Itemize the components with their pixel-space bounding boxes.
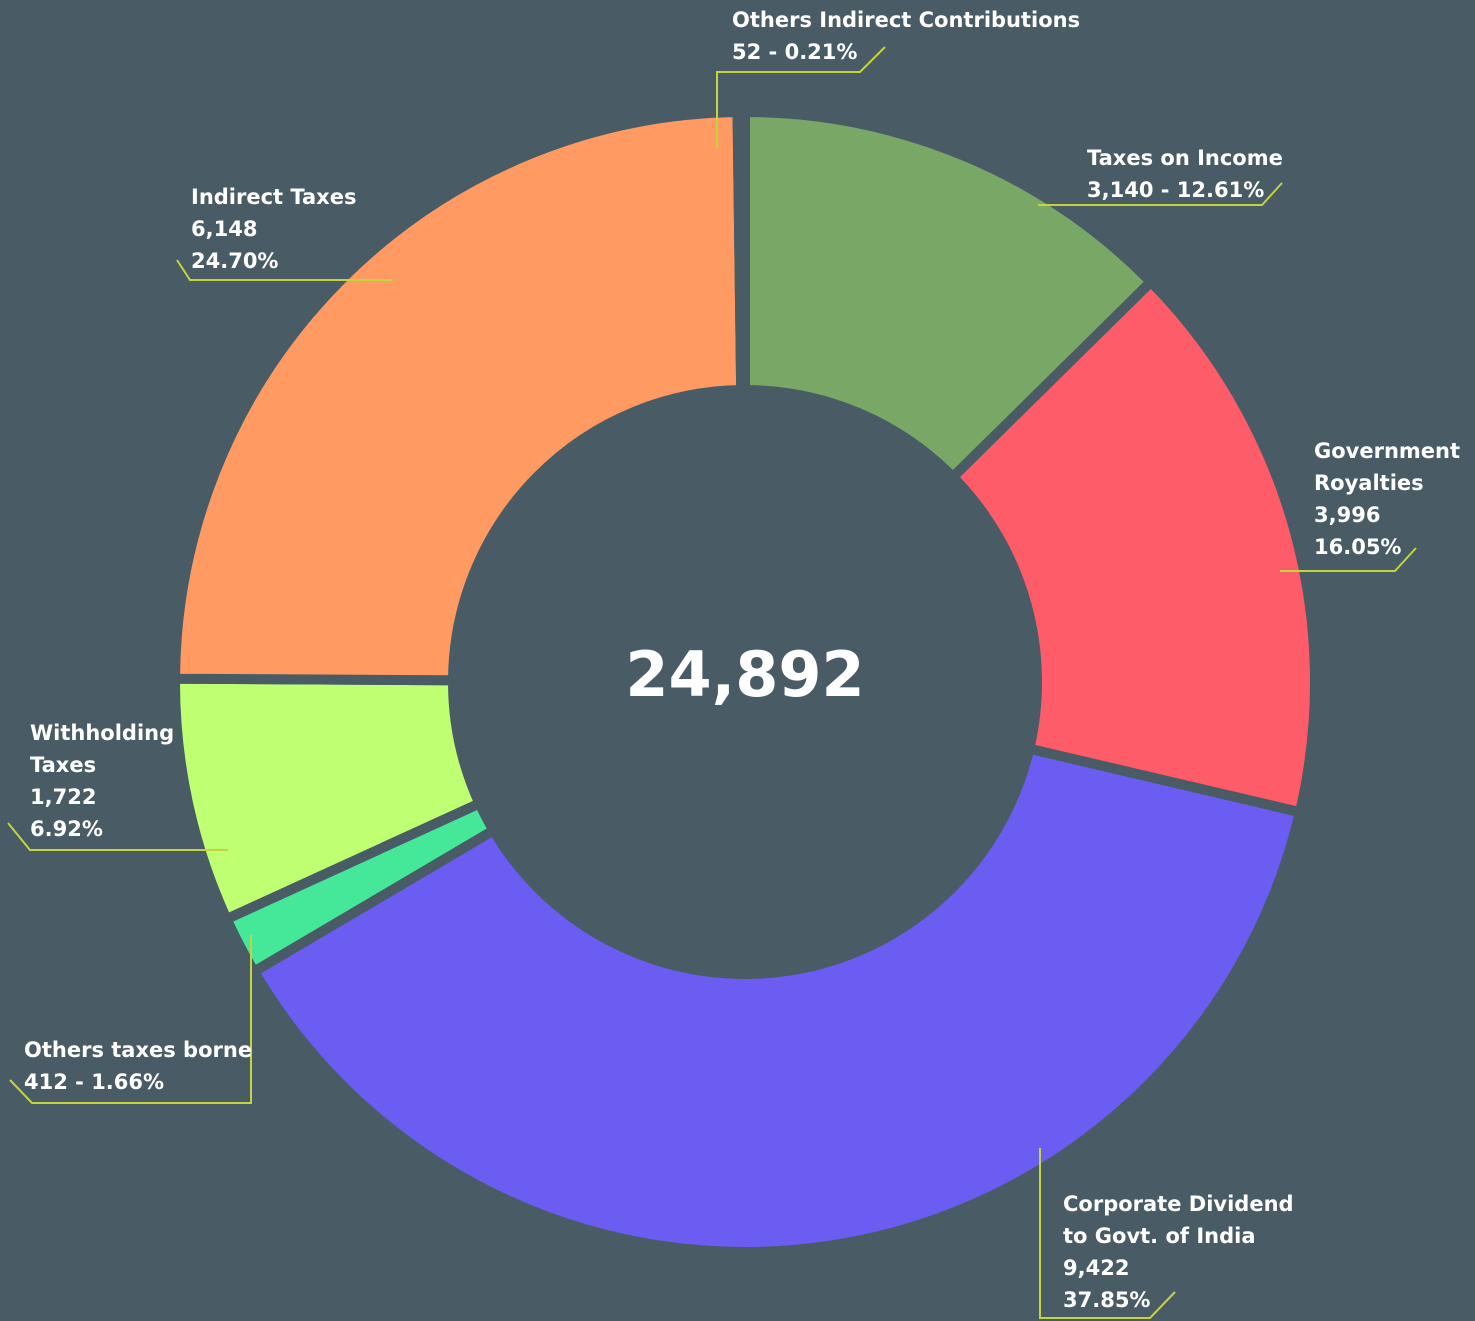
value-label: 6,148 bbox=[191, 213, 411, 245]
value-label: 52 bbox=[732, 40, 761, 64]
value-label: 9,422 bbox=[1063, 1252, 1313, 1284]
value-label: 412 bbox=[24, 1070, 68, 1094]
category-label: Government Royalties bbox=[1314, 435, 1469, 499]
category-label: Taxes on Income bbox=[1087, 142, 1447, 174]
percent-label: 12.61% bbox=[1177, 178, 1264, 202]
separator: - bbox=[68, 1070, 91, 1094]
percent-label: 24.70% bbox=[191, 245, 411, 277]
percent-label: 1.66% bbox=[91, 1070, 164, 1094]
chart: 24,892 Taxes on Income3,140 - 12.61%Gove… bbox=[0, 0, 1475, 1321]
separator: - bbox=[1153, 178, 1176, 202]
value-row: 412 - 1.66% bbox=[24, 1066, 284, 1098]
donut-segment bbox=[738, 112, 745, 390]
category-label: Corporate Dividend to Govt. of India bbox=[1063, 1188, 1313, 1252]
value-label: 3,996 bbox=[1314, 499, 1469, 531]
value-label: 3,140 bbox=[1087, 178, 1153, 202]
percent-label: 37.85% bbox=[1063, 1284, 1313, 1316]
percent-label: 16.05% bbox=[1314, 531, 1469, 563]
percent-label: 6.92% bbox=[30, 813, 180, 845]
category-label: Others taxes borne bbox=[24, 1034, 284, 1066]
separator: - bbox=[761, 40, 784, 64]
category-label: Indirect Taxes bbox=[191, 181, 411, 213]
value-row: 52 - 0.21% bbox=[732, 36, 1152, 68]
total-label: 24,892 bbox=[545, 630, 945, 720]
category-label: Others Indirect Contributions bbox=[732, 4, 1152, 36]
percent-label: 0.21% bbox=[785, 40, 858, 64]
value-row: 3,140 - 12.61% bbox=[1087, 174, 1447, 206]
value-label: 1,722 bbox=[30, 781, 180, 813]
category-label: Withholding Taxes bbox=[30, 717, 180, 781]
